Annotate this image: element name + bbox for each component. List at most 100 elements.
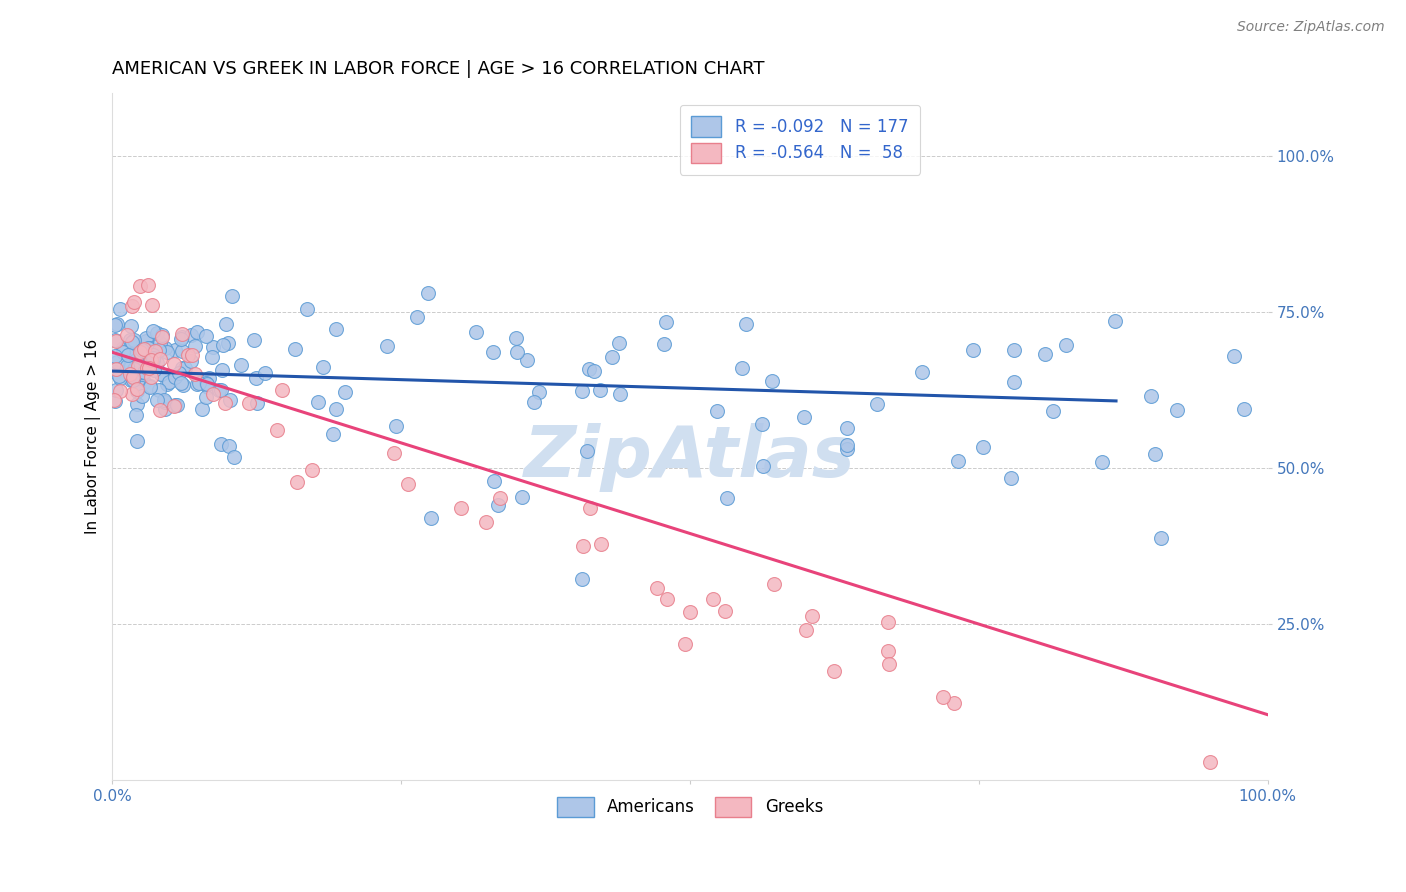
Point	[301, 463, 323, 477]
Point	[104, 318, 127, 332]
Point	[139, 353, 162, 368]
Point	[1033, 346, 1056, 360]
Point	[156, 376, 179, 391]
Point	[170, 327, 193, 342]
Point	[214, 396, 236, 410]
Point	[122, 294, 145, 309]
Point	[222, 450, 245, 464]
Point	[172, 330, 194, 344]
Point	[679, 605, 702, 619]
Point	[108, 368, 131, 383]
Point	[209, 437, 232, 451]
Point	[221, 289, 243, 303]
Point	[877, 657, 900, 672]
Point	[946, 453, 969, 467]
Point	[121, 387, 143, 401]
Point	[579, 501, 602, 516]
Point	[1222, 349, 1244, 363]
Point	[165, 343, 187, 357]
Point	[131, 389, 153, 403]
Point	[932, 690, 955, 704]
Point	[180, 353, 202, 368]
Point	[153, 393, 176, 408]
Point	[120, 368, 142, 382]
Point	[128, 345, 150, 359]
Point	[121, 299, 143, 313]
Point	[238, 396, 260, 410]
Point	[877, 644, 900, 658]
Point	[149, 403, 172, 417]
Point	[165, 398, 187, 412]
Point	[186, 325, 208, 339]
Point	[177, 348, 200, 362]
Point	[1140, 389, 1163, 403]
Point	[1002, 343, 1025, 357]
Point	[186, 377, 208, 392]
Point	[609, 387, 631, 401]
Point	[751, 417, 773, 431]
Point	[121, 366, 143, 380]
Point	[516, 352, 538, 367]
Point	[1104, 314, 1126, 328]
Point	[122, 370, 145, 384]
Y-axis label: In Labor Force | Age > 16: In Labor Force | Age > 16	[86, 339, 101, 534]
Point	[211, 363, 233, 377]
Point	[127, 397, 149, 411]
Point	[284, 342, 307, 356]
Point	[654, 315, 676, 329]
Point	[465, 325, 488, 339]
Point	[655, 592, 678, 607]
Point	[143, 363, 166, 377]
Point	[589, 384, 612, 398]
Point	[127, 384, 149, 398]
Point	[103, 392, 125, 407]
Point	[481, 345, 503, 359]
Point	[169, 332, 191, 346]
Point	[108, 371, 131, 385]
Point	[149, 367, 172, 381]
Point	[166, 398, 188, 412]
Point	[108, 384, 131, 398]
Point	[105, 318, 128, 332]
Point	[132, 343, 155, 358]
Point	[142, 325, 165, 339]
Text: ZipAtlas: ZipAtlas	[524, 423, 856, 491]
Point	[209, 383, 232, 397]
Point	[793, 410, 815, 425]
Point	[139, 370, 162, 384]
Point	[962, 343, 984, 358]
Point	[245, 370, 267, 384]
Point	[762, 576, 785, 591]
Point	[121, 335, 143, 350]
Point	[219, 392, 242, 407]
Point	[115, 359, 138, 374]
Point	[823, 665, 845, 679]
Point	[489, 491, 512, 506]
Text: Source: ZipAtlas.com: Source: ZipAtlas.com	[1237, 20, 1385, 34]
Point	[475, 515, 498, 529]
Point	[104, 365, 127, 379]
Point	[312, 360, 335, 375]
Point	[325, 401, 347, 416]
Point	[706, 404, 728, 418]
Point	[172, 344, 194, 359]
Point	[295, 301, 318, 316]
Point	[600, 351, 623, 365]
Point	[104, 383, 127, 397]
Point	[406, 310, 429, 325]
Point	[111, 342, 134, 356]
Point	[195, 390, 218, 404]
Point	[212, 338, 235, 352]
Point	[117, 348, 139, 362]
Point	[325, 322, 347, 336]
Point	[131, 343, 153, 358]
Point	[122, 362, 145, 376]
Point	[1054, 338, 1077, 352]
Point	[184, 367, 207, 381]
Point	[188, 376, 211, 390]
Point	[162, 399, 184, 413]
Point	[571, 384, 593, 398]
Point	[104, 334, 127, 349]
Point	[132, 342, 155, 356]
Point	[229, 358, 252, 372]
